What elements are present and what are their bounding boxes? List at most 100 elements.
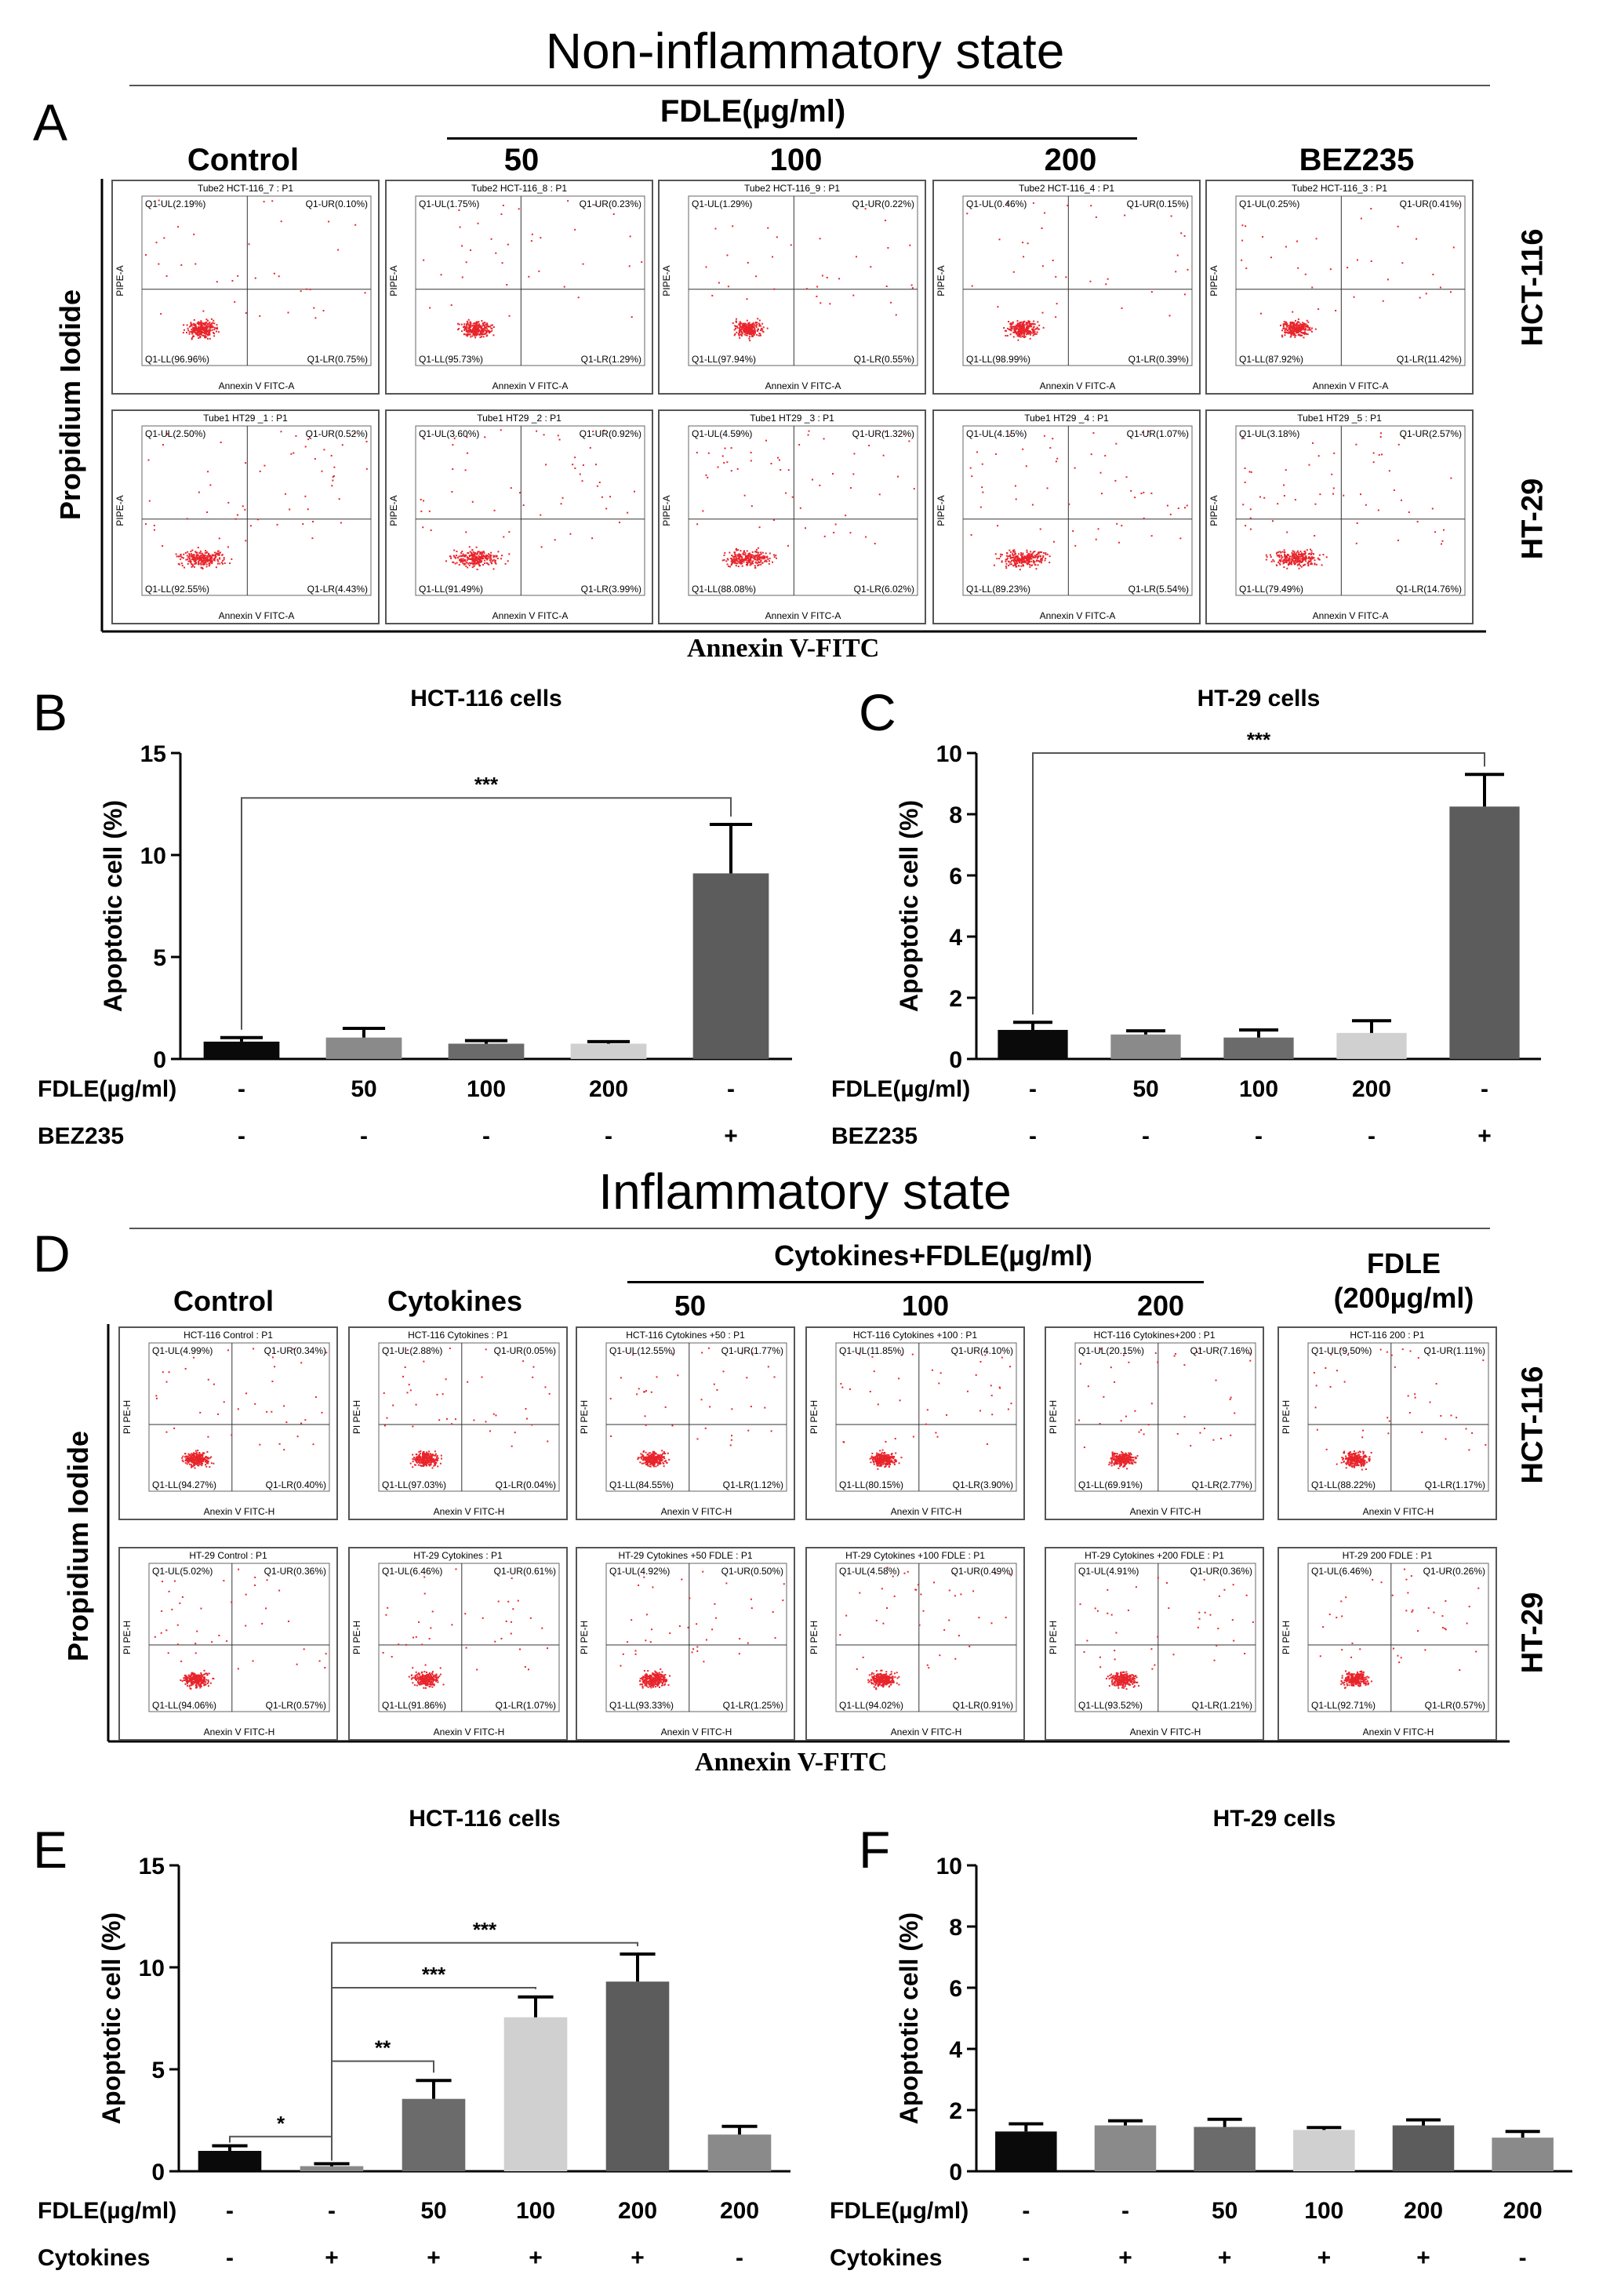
top-flow-r0c0-dot	[200, 330, 202, 333]
bottom-flow-r0c2-dot	[645, 1456, 647, 1458]
top-flow-r1c1-ylabel: PIPE-A	[388, 495, 399, 526]
bottom-flow-r0c3-dot	[884, 1466, 886, 1468]
bottom-flow-r0c0-ll: Q1-LL(94.27%)	[152, 1479, 216, 1490]
bottom-flow-r0c1-dot	[424, 1456, 427, 1458]
top-flow-r1c2-dot	[742, 552, 744, 555]
top-flow-r0c2-dot	[736, 331, 738, 333]
bottom-flow-r0c1-sparse-dot	[489, 1430, 491, 1432]
top-flow-r1c1-dot	[465, 554, 467, 556]
top-flow-r1c3-dot	[1021, 558, 1023, 560]
top-flow-r0c3-dot	[1026, 326, 1028, 328]
top-flow-r1c1-sparse-dot	[493, 509, 496, 511]
top-flow-r0c0-dot	[217, 331, 220, 333]
top-flow-r1c4-dot	[1289, 562, 1292, 565]
top-flow-r1c4-dot	[1311, 556, 1314, 559]
bottom-flow-r0c1-dot	[428, 1461, 431, 1464]
bottom-flow-r0c4-dot	[1122, 1461, 1125, 1464]
top-flow-r1c2-dot	[740, 559, 742, 562]
bottom-flow-r0c3-dot	[878, 1454, 881, 1456]
top-flow-r1c2-dot	[754, 555, 757, 557]
top-flow-r0c4-dot	[1282, 323, 1285, 326]
top-flow-r1c1-dot	[482, 564, 484, 566]
bottom-flow-r0c2-sparse-dot	[713, 1383, 715, 1385]
top-flow-r1c0-dot	[215, 566, 217, 569]
top-flow-r0c0-dot	[214, 326, 216, 329]
top-flow-r0c4-sparse-dot	[1449, 291, 1452, 293]
top-flow-r0c1-sparse-dot	[577, 297, 580, 299]
top-flow-r1c3-dot	[1009, 549, 1011, 551]
bottom-flow-r0c2-dot	[656, 1457, 658, 1459]
top-flow-r0c3-dot	[1030, 326, 1033, 328]
bottom-flow-r0c0-dot	[190, 1459, 192, 1461]
top-flow-r1c2-ylabel: PIPE-A	[661, 495, 672, 526]
top-flow-r1c3-dot	[1034, 550, 1036, 552]
top-flow-r1c3-plot-area	[962, 425, 1193, 596]
top-flow-r0c2-dot	[756, 329, 758, 332]
bottom-flow-r0c2-ylabel: PI PE-H	[579, 1400, 590, 1434]
top-flow-r0c2-dot	[740, 326, 742, 328]
bottom-flow-r0c0-dot	[201, 1454, 203, 1457]
top-flow-r1c2-sparse-dot	[770, 463, 772, 465]
bottom-flow-r0c0-sparse-dot	[199, 1411, 202, 1414]
bottom-flow-r0c3-dot	[873, 1461, 875, 1464]
bottom-flow-r0c1-sparse-dot	[392, 1404, 394, 1406]
top-flow-r1c2-dot	[754, 555, 756, 558]
top-flow-r1c2-sparse-dot	[823, 535, 826, 537]
top-flow-r1c4-sparse-dot	[1408, 511, 1410, 513]
top-flow-r0c4-dot	[1314, 328, 1317, 330]
bottom-flow-r0c3-sparse-dot	[975, 1374, 977, 1376]
bottom-flow-r0c2-dot	[652, 1463, 655, 1465]
top-flow-r1c2-dot	[739, 560, 741, 562]
top-flow-r0c3-dot	[1022, 326, 1024, 329]
top-flow-r1c4-sparse-dot	[1388, 470, 1390, 472]
bottom-flow-r0c2-dot	[655, 1460, 657, 1462]
top-flow-r0c3-dot	[1010, 324, 1012, 326]
top-flow-r1c1-dot	[469, 562, 471, 565]
top-flow-r0c4-dot	[1296, 328, 1299, 330]
bottom-flow-r0c3-dot	[885, 1464, 888, 1466]
bottom-flow-r0c1-dot	[437, 1465, 439, 1468]
top-flow-r1c4-dot	[1305, 556, 1307, 559]
top-flow-r0c4-dot	[1295, 327, 1297, 329]
top-flow-r1c2-dot	[747, 562, 750, 564]
bottom-flow-r0c0-dot	[187, 1453, 190, 1455]
bottom-flow-r0c2-dot	[644, 1461, 646, 1464]
top-flow-r1c1-dot	[472, 551, 474, 553]
top-flow-r0c0-dot	[197, 321, 199, 323]
top-flow-r0c0-dot	[206, 326, 209, 328]
bottom-flow-r0c1-dot	[434, 1461, 436, 1463]
top-flow-r0c1-dot	[458, 323, 460, 326]
top-flow-r0c3-dot	[1023, 326, 1026, 329]
bottom-flow-r0c0-sparse-dot	[312, 1443, 314, 1446]
top-flow-r1c2-dot	[748, 554, 750, 556]
top-flow-r1c1-dot	[491, 562, 493, 565]
bottom-flow-r0c3-dot	[878, 1465, 880, 1467]
top-flow-r0c1-dot	[481, 320, 483, 322]
top-flow-r0c0-sparse-dot	[165, 275, 168, 277]
panel-label-d: D	[33, 1224, 71, 1283]
top-flow-r1c1-dot	[474, 554, 476, 556]
bottom-flow-r0c0-sparse-dot	[314, 1396, 317, 1399]
top-flow-r1c2-dot	[757, 564, 759, 566]
top-flow-r1c3-sparse-dot	[1116, 522, 1118, 525]
bottom-flow-r0c1-dot	[428, 1460, 431, 1462]
top-flow-r0c0-sparse-dot	[160, 313, 162, 315]
chart-B-bar	[692, 873, 769, 1059]
top-flow-r1c2-dot	[760, 563, 762, 566]
top-flow-r0c3-dot	[1007, 327, 1009, 329]
top-flow-r0c4-sparse-dot	[1425, 293, 1427, 295]
top-flow-r1c3-dot	[1016, 562, 1019, 564]
top-flow-r0c4-dot	[1288, 328, 1290, 330]
bottom-flow-r0c3-dot	[889, 1463, 892, 1465]
bottom-flow-r0c1-sparse-dot	[514, 1432, 516, 1434]
bottom-flow-r0c2-title: HCT-116 Cytokines +50 : P1	[626, 1330, 745, 1341]
top-flow-r0c0-dot	[193, 318, 195, 321]
top-flow-r1c4-dot	[1283, 551, 1285, 554]
top-flow-r1c0-dot	[208, 562, 210, 565]
top-flow-r0c0-dot	[199, 337, 202, 339]
top-flow-r0c4-dot	[1284, 334, 1286, 337]
top-flow-r1c3-dot	[1013, 554, 1016, 556]
bottom-flow-r0c1-dot	[429, 1461, 431, 1464]
chart-C-row-value: -	[1368, 1123, 1376, 1149]
bottom-flow-r0c5-dot	[1343, 1461, 1345, 1463]
